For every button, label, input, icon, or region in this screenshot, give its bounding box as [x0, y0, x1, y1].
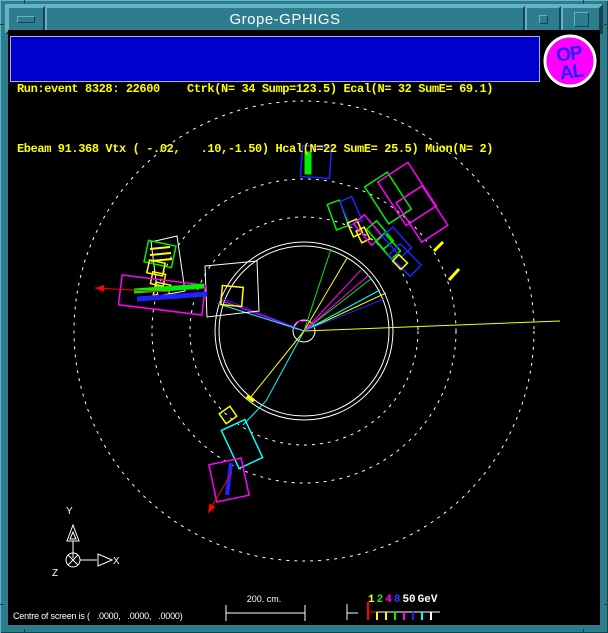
window-menu-button[interactable] [7, 6, 45, 32]
opal-logo-text: OP [555, 42, 584, 67]
opal-logo-text: AL [559, 60, 586, 84]
centre-of-screen-status: Centre of screen is ( .0000, .0000, .000… [13, 611, 183, 621]
resize-notch[interactable] [583, 629, 584, 633]
ecal-cluster [391, 253, 409, 271]
axis-y-label: Y [66, 506, 73, 517]
track [303, 269, 362, 332]
resize-notch[interactable] [583, 0, 584, 4]
maximize-button[interactable] [561, 6, 601, 32]
resize-notch[interactable] [604, 604, 608, 605]
iconify-icon [538, 14, 548, 24]
track-curl [294, 320, 306, 327]
ecal-cluster [304, 151, 312, 175]
tracking-chamber-inner-circle [218, 245, 390, 417]
inner-dashed-circle [189, 216, 419, 446]
ecal-cluster [338, 195, 364, 227]
axis-x-label: X [113, 556, 120, 567]
axis-z-cross [67, 554, 79, 566]
hatch [149, 252, 172, 256]
track [249, 330, 305, 399]
event-graphics [65, 100, 561, 621]
tracking-chamber-outer-circle [214, 241, 394, 421]
resize-notch[interactable] [0, 24, 4, 25]
maximize-icon [573, 11, 589, 27]
resize-notch[interactable] [24, 629, 25, 633]
hcal-cluster [219, 284, 245, 308]
ecal-cluster [395, 184, 449, 244]
axis-z-label: Z [52, 568, 59, 579]
tof-hit [432, 240, 445, 253]
calo-bar [225, 462, 233, 496]
track [219, 299, 305, 332]
ecal-cluster [376, 161, 438, 227]
energy-legend-label: 50 [402, 594, 416, 606]
info-line-1: Run:event 8328: 22600 Ctrk(N= 34 Sump=12… [17, 82, 494, 96]
axis-x-arrowhead [97, 553, 114, 567]
energy-legend-label: GeV [417, 594, 438, 606]
window-menu-icon [17, 15, 35, 23]
muon-chamber-box [208, 457, 250, 503]
ecal-cluster [374, 232, 402, 260]
opal-logo-graphic: OP AL [543, 34, 597, 88]
muon-arrow [208, 503, 216, 513]
track [303, 292, 387, 332]
energy-legend: 1 2 4 8 50 GeV [368, 595, 437, 606]
axis-y-arrowhead [66, 523, 80, 542]
hcal-cluster [220, 418, 264, 470]
event-info-bar: Run:event 8328: 22600 Ctrk(N= 34 Sump=12… [10, 36, 540, 156]
calo-bar [133, 283, 205, 294]
track [303, 320, 561, 332]
track [303, 248, 332, 332]
tof-hit [447, 267, 461, 282]
ecal-cluster [387, 242, 423, 278]
track [221, 304, 305, 332]
hcal-cluster [218, 405, 238, 425]
opal-logo: OP AL [542, 33, 598, 89]
resize-notch[interactable] [0, 604, 4, 605]
calo-bar [136, 291, 208, 302]
muon-chamber-box [117, 274, 207, 316]
hcal-module-outline [150, 235, 186, 297]
axis-z-symbol [65, 552, 81, 568]
opal-logo-circle [543, 34, 597, 88]
track [303, 277, 373, 332]
energy-legend-label: 8 [393, 594, 401, 606]
window-title: Grope-GPHIGS [45, 6, 525, 32]
resize-notch[interactable] [604, 24, 608, 25]
track [303, 257, 348, 332]
track [242, 330, 305, 426]
hatch [149, 246, 171, 250]
outer-dashed-circle [73, 100, 535, 562]
resize-notch[interactable] [24, 0, 25, 4]
energy-legend-label: 1 [368, 594, 375, 606]
iconify-button[interactable] [525, 6, 561, 32]
hcal-cluster [143, 239, 177, 269]
event-display-canvas[interactable]: Run:event 8328: 22600 Ctrk(N= 34 Sump=12… [8, 30, 600, 625]
energy-legend-label: 2 [376, 594, 384, 606]
tof-hit [245, 394, 256, 403]
info-line-2: Ebeam 91.368 Vtx ( -.02, .10,-1.50) Hcal… [17, 142, 494, 156]
axis-y-arrowhead [69, 530, 77, 540]
middle-dashed-circle [151, 178, 457, 484]
muon-arrow [94, 287, 171, 293]
ecal-cluster [381, 225, 413, 259]
ecal-cluster [299, 144, 333, 180]
hcal-module-outline [204, 260, 260, 318]
ecal-cluster [355, 226, 371, 244]
scale-bar-label: 200. cm. [246, 594, 282, 604]
muon-arrow [95, 284, 105, 292]
energy-legend-label: 4 [385, 594, 392, 606]
hcal-cluster [145, 259, 167, 277]
ecal-cluster [365, 219, 395, 251]
track [303, 298, 385, 332]
track [303, 289, 381, 332]
track [303, 274, 370, 332]
